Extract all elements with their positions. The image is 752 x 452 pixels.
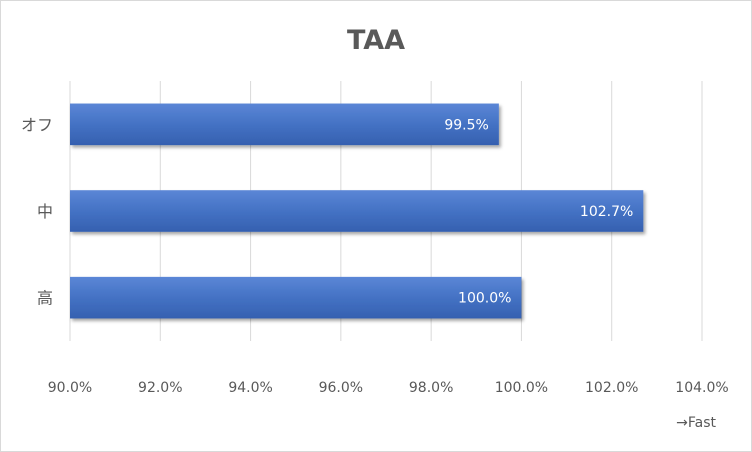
bar <box>70 190 644 232</box>
x-tick-labels: 90.0% 92.0% 94.0% 96.0% 98.0% 100.0% 102.0% 104… <box>48 380 729 396</box>
x-axis-label: →Fast <box>676 415 716 431</box>
bar-data-label: 100.0% <box>458 291 511 307</box>
bar <box>70 276 522 319</box>
chart-title: TAA <box>347 25 405 56</box>
x-tick-label: 98.0% <box>409 380 453 396</box>
x-tick-label: 92.0% <box>138 380 182 396</box>
x-tick-label: 104.0% <box>675 380 728 396</box>
category-label: 高 <box>37 289 53 308</box>
bars: 99.5% 102.7% 100.0% <box>70 103 644 319</box>
bar-data-label: 102.7% <box>580 204 633 220</box>
x-tick-label: 100.0% <box>495 380 548 396</box>
x-tick-label: 90.0% <box>48 380 92 396</box>
category-label: オフ <box>21 115 53 134</box>
x-tick-label: 96.0% <box>319 380 363 396</box>
category-label: 中 <box>37 202 53 221</box>
x-tick-label: 94.0% <box>228 380 272 396</box>
x-tick-label: 102.0% <box>585 380 638 396</box>
bar-data-label: 99.5% <box>444 117 488 133</box>
bar <box>70 103 499 146</box>
